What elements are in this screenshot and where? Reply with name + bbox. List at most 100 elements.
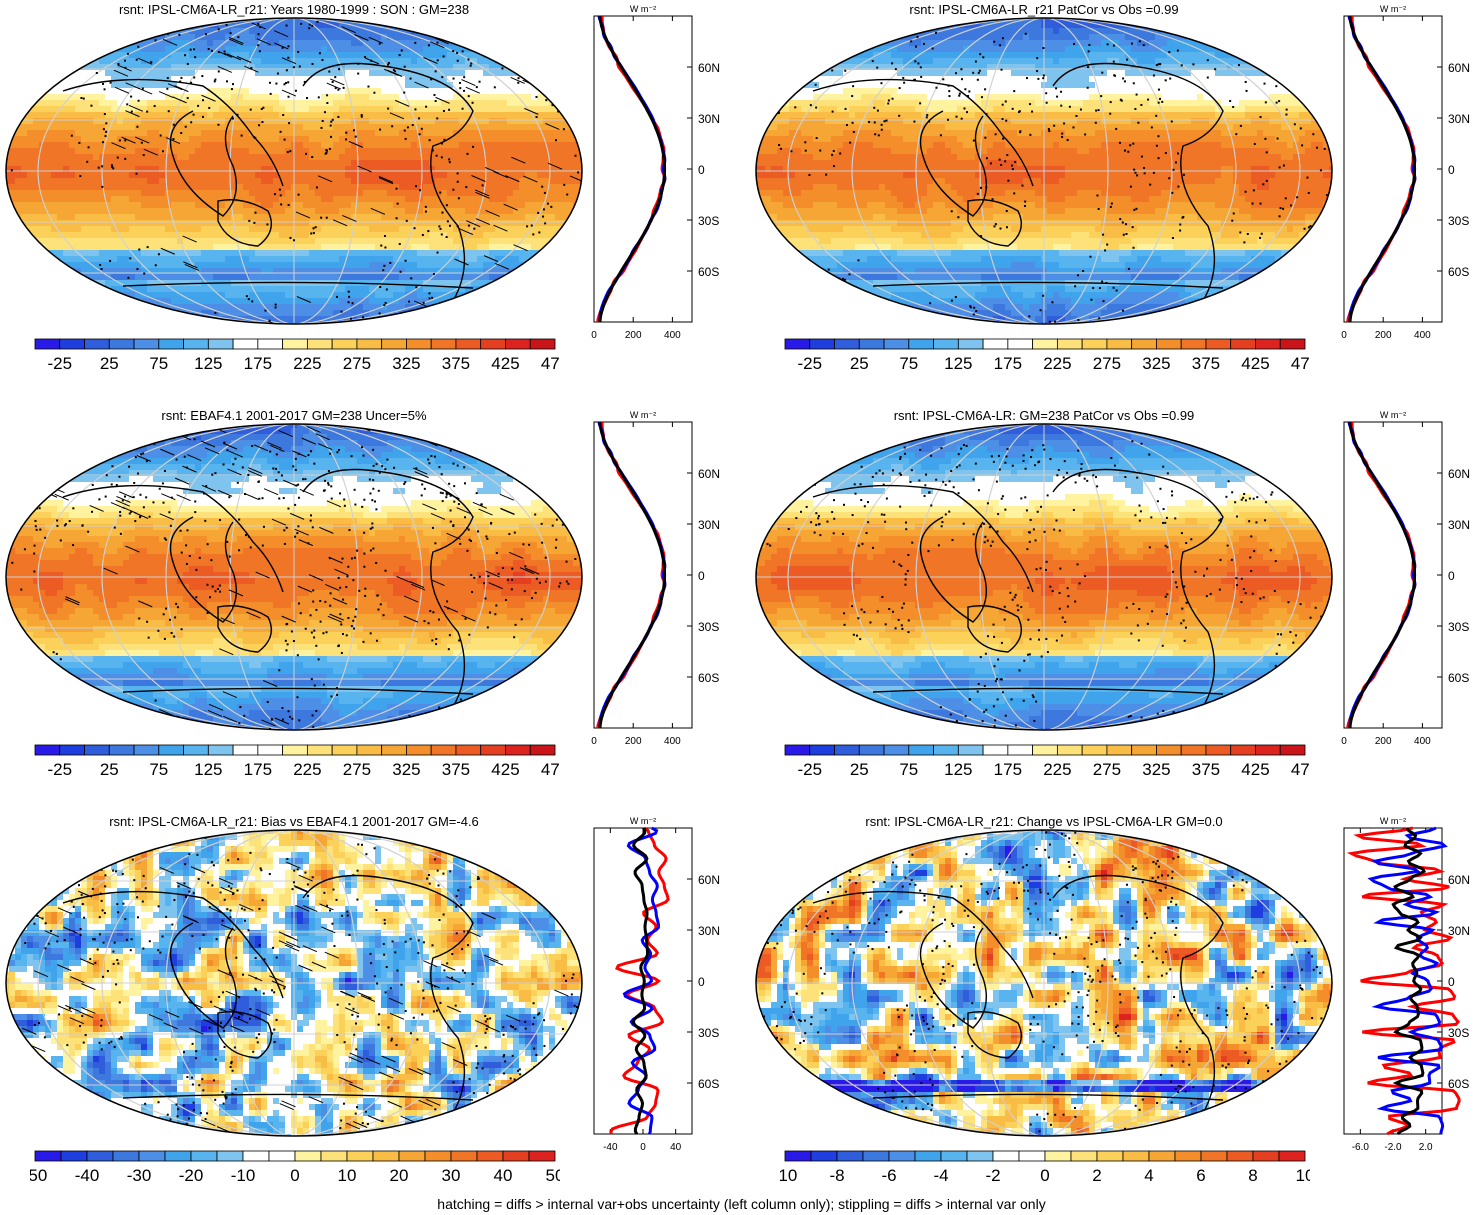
colorbar-label: -6 (881, 1166, 896, 1185)
colorbar-label: 375 (442, 760, 470, 779)
colorbar-swatch (34, 744, 61, 756)
profile-line (1346, 826, 1461, 1136)
colorbar-swatch (1255, 744, 1281, 756)
colorbar-swatch (933, 744, 959, 756)
colorbar-swatch (1255, 338, 1281, 350)
panel-title: rsnt: IPSL-CM6A-LR: GM=238 PatCor vs Obs… (753, 408, 1335, 423)
lat-tick-label: 60S (698, 671, 719, 685)
colorbar-label: 275 (1093, 760, 1121, 779)
footer-note: hatching = diffs > internal var+obs unce… (0, 1196, 1483, 1212)
colorbar-swatch (933, 338, 959, 350)
colorbar-swatch (1156, 744, 1182, 756)
colorbar-label: 425 (1241, 354, 1269, 373)
colorbar-label: 175 (244, 354, 272, 373)
colorbar-swatch (1096, 1150, 1124, 1162)
colorbar-swatch (306, 338, 333, 350)
profile-x-tick: 40 (670, 1142, 682, 1153)
lat-tick-label: 30N (1448, 924, 1470, 938)
colorbar-swatch (268, 1150, 296, 1162)
colorbar-swatch (282, 338, 308, 350)
colorbar-swatch (1131, 338, 1157, 350)
colorbar-swatch (1032, 744, 1058, 756)
colorbar-label: 475 (1291, 760, 1310, 779)
colorbar-label: 475 (1291, 354, 1310, 373)
colorbar-swatch (529, 744, 556, 756)
colorbar-label: 4 (1144, 1166, 1153, 1185)
panel-title: rsnt: IPSL-CM6A-LR_r21 PatCor vs Obs =0.… (753, 2, 1335, 17)
zonal-profile-6: W m⁻² 60N 30N 0 30S 60S -6.0 -2.0 2.0 (1340, 814, 1483, 1169)
colorbar-swatch (112, 1150, 140, 1162)
lat-tick-label: 60N (1448, 467, 1470, 481)
colorbar-label: 325 (392, 760, 420, 779)
colorbar-swatch (957, 338, 984, 350)
profile-x-tick: -2.0 (1384, 1142, 1402, 1153)
colorbar-label: -2 (985, 1166, 1000, 1185)
colorbar-label: 475 (541, 760, 560, 779)
colorbar-swatch (888, 1150, 916, 1162)
colorbar-swatch (34, 338, 61, 350)
lat-tick-label: 60N (698, 873, 720, 887)
colorbar-swatch (1156, 338, 1182, 350)
zonal-profile-3: W m⁻² 60N 30N 0 30S 60S 0 200 400 (590, 408, 780, 763)
colorbar-swatch (1007, 744, 1034, 756)
colorbar-swatch (232, 338, 259, 350)
colorbar-label: -30 (127, 1166, 152, 1185)
colorbar-swatch (528, 1150, 556, 1162)
lat-tick-label: 60S (1448, 671, 1469, 685)
colorbar-label: -4 (933, 1166, 948, 1185)
colorbar-swatch (982, 744, 1009, 756)
profile-line (598, 421, 667, 729)
lat-tick-label: 0 (1448, 163, 1455, 177)
colorbar-swatch (398, 1150, 426, 1162)
colorbar-swatch (381, 338, 407, 350)
lat-tick-label: 60S (698, 1077, 719, 1091)
colorbar-swatch (784, 338, 811, 350)
colorbar-swatch (1226, 1150, 1254, 1162)
lat-tick-label: 30N (698, 924, 720, 938)
colorbar-swatch (108, 744, 135, 756)
colorbar-swatch (406, 338, 432, 350)
colorbar-swatch (1056, 338, 1083, 350)
colorbar-label: 25 (100, 760, 119, 779)
colorbar-swatch (858, 338, 885, 350)
colorbar-swatch (133, 744, 160, 756)
lat-tick-label: 30S (698, 620, 719, 634)
colorbar-label: 225 (1043, 354, 1071, 373)
colorbar-swatch (331, 744, 358, 756)
lat-tick-label: 0 (1448, 975, 1455, 989)
colorbar-swatch (1032, 338, 1058, 350)
profile-line (631, 827, 650, 1135)
colorbar-swatch (84, 338, 110, 350)
colorbar-label: 275 (343, 354, 371, 373)
profile-x-tick: 0 (1341, 736, 1347, 747)
colorbar-swatch (1007, 338, 1034, 350)
colorbar-swatch (282, 744, 308, 756)
colorbar-swatch (1081, 338, 1108, 350)
profile-x-tick: 200 (625, 736, 642, 747)
colorbar-swatch (59, 744, 85, 756)
colorbar-swatch (430, 744, 457, 756)
colorbar-swatch (34, 1150, 62, 1162)
colorbar-label: -8 (829, 1166, 844, 1185)
colorbar-swatch (502, 1150, 530, 1162)
colorbar-label: 225 (1043, 760, 1071, 779)
profile-line (1367, 826, 1448, 1135)
lat-tick-label: 30N (698, 112, 720, 126)
colorbar-swatch (940, 1150, 968, 1162)
map-panel-1 (3, 16, 585, 331)
colorbar-swatch (164, 1150, 192, 1162)
colorbar-label: 30 (442, 1166, 461, 1185)
zonal-profile-2: W m⁻² 60N 30N 0 30S 60S 0 200 400 (1340, 2, 1483, 357)
profile-x-tick: 200 (625, 330, 642, 341)
colorbar-label: 25 (100, 354, 119, 373)
profile-line (1348, 15, 1417, 323)
colorbar-swatch (133, 338, 160, 350)
colorbar-swatch (84, 744, 110, 756)
colorbar-label: 125 (944, 354, 972, 373)
colorbar-swatch (810, 1150, 838, 1162)
colorbar-swatch (1044, 1150, 1072, 1162)
lat-tick-label: 0 (1448, 569, 1455, 583)
colorbar-label: 6 (1196, 1166, 1205, 1185)
profile-line (1348, 421, 1417, 729)
map-panel-6 (753, 828, 1335, 1143)
